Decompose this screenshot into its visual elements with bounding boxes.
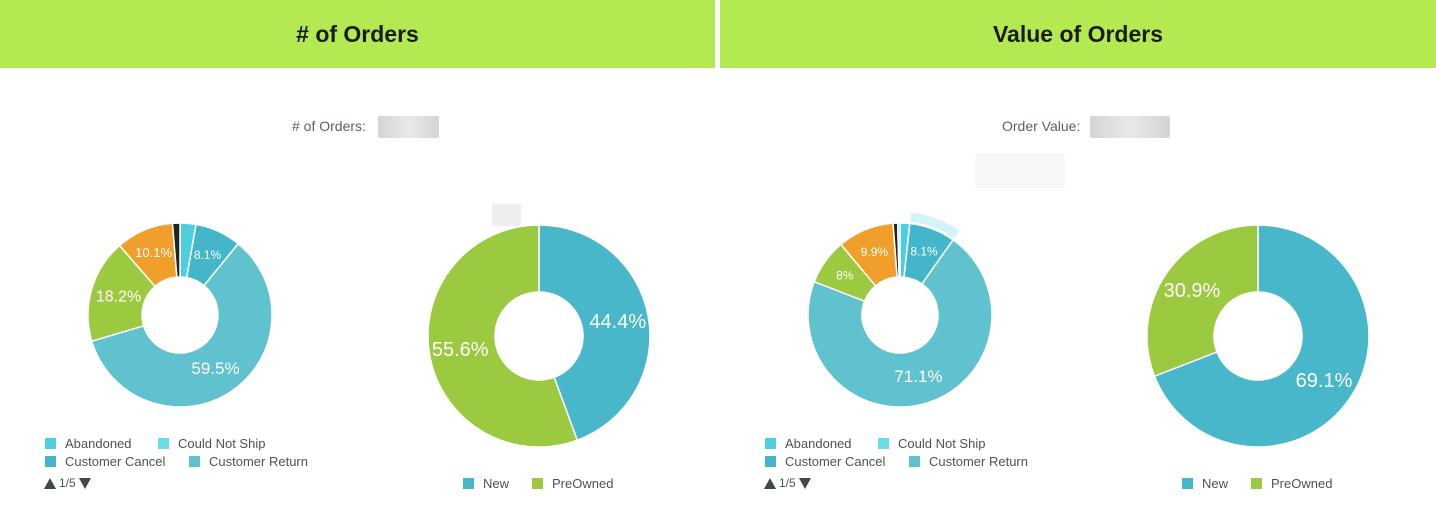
legend-item-customer-cancel[interactable]: Customer Cancel [45,454,165,469]
legend-item-could-not-ship[interactable]: Could Not Ship [158,436,265,451]
legend-page-indicator: 1/5 [779,476,796,490]
legend-item-customer-cancel[interactable]: Customer Cancel [765,454,885,469]
donut-slice[interactable] [90,242,273,408]
slice-label: 10.1% [135,245,172,260]
legend-item-abandoned[interactable]: Abandoned [765,436,852,451]
legend-item-preowned[interactable]: PreOwned [1251,476,1332,491]
legend-swatch [909,456,920,467]
legend-label: Customer Return [929,454,1028,469]
legend-item-abandoned[interactable]: Abandoned [45,436,132,451]
legend-swatch [189,456,200,467]
donut-slice[interactable] [807,238,993,408]
donut-slice[interactable] [538,224,651,442]
tooltip-redacted [492,204,521,226]
legend-label: New [483,476,510,491]
tooltip-redacted [975,154,1065,188]
slice-hover-halo [910,212,960,239]
slice-label: 71.1% [894,367,942,386]
donut-slice[interactable] [1153,224,1370,448]
legend-label: New [1202,476,1229,491]
legend-label: PreOwned [1271,476,1333,491]
donut-slice[interactable] [427,224,579,448]
donut-slice[interactable] [87,244,157,343]
slice-label: 69.1% [1296,370,1353,392]
order-value-label: Order Value: [1002,118,1081,134]
legend-page-down-icon[interactable] [78,477,91,489]
legend-swatch [765,438,776,449]
legend-item-customer-return[interactable]: Customer Return [189,454,308,469]
legend-page-down-icon[interactable] [798,477,811,489]
legend-swatch [765,456,776,467]
legend-page-up-icon[interactable] [44,477,56,489]
legend-pager-count: 1/5 [44,476,91,490]
legend-item-preowned[interactable]: PreOwned [532,476,613,491]
legend-label: Customer Return [209,454,308,469]
legend-label: Could Not Ship [178,436,266,451]
slice-label: 55.6% [432,339,489,361]
legend-item-new[interactable]: New [463,476,509,491]
slice-label: 9.9% [861,245,889,259]
slice-label: 8.1% [910,244,938,258]
legend-label: Abandoned [785,436,852,451]
legend-label: Abandoned [65,436,132,451]
legend-swatch [878,438,889,449]
slice-label: 18.2% [96,289,141,306]
donut-slice[interactable] [1146,224,1259,378]
legend-swatch [1251,478,1262,489]
condition-donut-count[interactable]: 44.4% 55.6% [409,206,669,466]
orders-count-redacted [378,116,439,138]
legend-item-new[interactable]: New [1182,476,1228,491]
legend-page-up-icon[interactable] [764,477,776,489]
slice-label: 59.5% [191,359,239,378]
orders-value-title: Value of Orders [992,20,1163,47]
order-status-donut-count[interactable]: 8.1% 59.5% 18.2% 10.1% [60,195,300,435]
legend-swatch [1182,478,1193,489]
donut-slice[interactable] [896,222,901,278]
legend-page-indicator: 1/5 [59,476,76,490]
legend-label: Customer Cancel [65,454,166,469]
legend-label: Customer Cancel [785,454,886,469]
orders-count-header: # of Orders [0,0,715,68]
legend-item-could-not-ship[interactable]: Could Not Ship [878,436,985,451]
legend-label: Could Not Ship [898,436,986,451]
slice-label: 30.9% [1164,280,1221,302]
orders-count-title: # of Orders [296,20,419,47]
legend-pager-value: 1/5 [764,476,811,490]
slice-label: 44.4% [589,311,646,333]
condition-donut-value[interactable]: 69.1% 30.9% [1128,206,1388,466]
order-value-redacted [1090,116,1170,138]
legend-swatch [158,438,169,449]
legend-swatch [532,478,543,489]
donut-slice[interactable] [171,222,181,278]
slice-label: 8.1% [194,248,222,262]
legend-item-customer-return[interactable]: Customer Return [909,454,1028,469]
legend-swatch [45,456,56,467]
slice-label: 8% [836,268,854,282]
legend-swatch [45,438,56,449]
orders-count-label: # of Orders: [292,118,366,134]
orders-value-header: Value of Orders [720,0,1436,68]
legend-label: PreOwned [552,476,614,491]
order-status-donut-value[interactable]: 8.1% 71.1% 8% 9.9% [780,195,1020,435]
legend-swatch [463,478,474,489]
